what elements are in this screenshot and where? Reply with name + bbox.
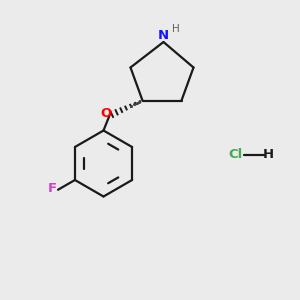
- Text: N: N: [158, 29, 169, 42]
- Text: H: H: [172, 24, 180, 34]
- Text: Cl: Cl: [228, 148, 243, 161]
- Text: H: H: [263, 148, 274, 161]
- Text: F: F: [48, 182, 57, 195]
- Text: O: O: [100, 106, 111, 120]
